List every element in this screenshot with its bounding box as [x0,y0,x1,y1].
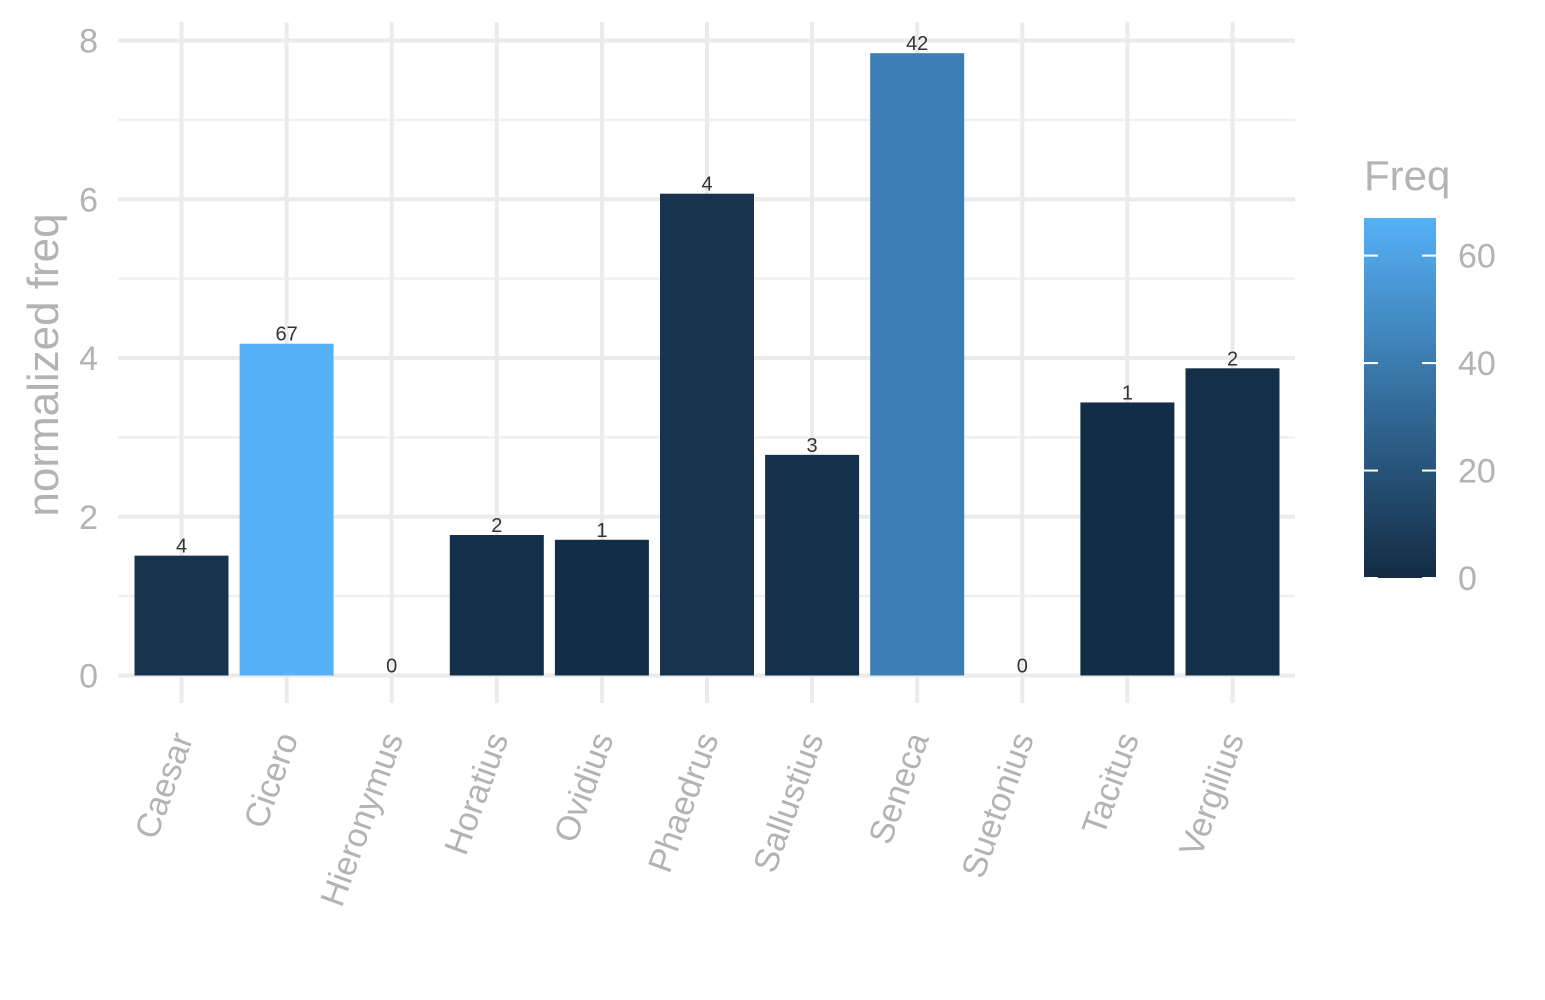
bar-cicero [239,343,334,676]
x-tick-label: Horatius [437,728,516,860]
bar-value-label: 3 [807,435,818,457]
bar-vergilius [1185,368,1280,676]
x-tick-label: Hieronymus [313,728,411,911]
legend-tick-label: 20 [1458,453,1496,491]
bar-horatius [449,535,544,676]
bar-caesar [134,555,229,676]
bar-value-label: 1 [596,520,607,542]
bar-value-label: 67 [275,324,297,346]
y-axis-ticks: 0 2 4 6 8 [79,23,98,696]
legend-colorbar [1364,218,1436,578]
x-tick-label: Tacitus [1075,728,1147,840]
legend: Freq 0 20 40 60 [1364,152,1496,598]
bar-sallustius [765,454,860,676]
x-tick-label: Sallustius [746,728,831,878]
bar-phaedrus [660,193,754,676]
x-tick-label: Vergilius [1172,728,1252,862]
y-tick-label: 8 [79,23,98,61]
bar-value-label: 0 [386,656,397,678]
legend-tick-label: 40 [1458,345,1496,383]
bar-value-label: 42 [906,33,928,55]
y-tick-label: 4 [79,340,98,378]
x-tick-label: Suetonius [954,728,1041,883]
bar-value-label: 2 [1227,348,1238,370]
x-tick-label: Phaedrus [641,728,726,878]
bar-value-label: 0 [1017,656,1028,678]
legend-tick-label: 0 [1458,560,1477,598]
legend-title: Freq [1364,152,1450,199]
bar-ovidius [554,539,649,676]
bar-value-label: 4 [701,174,712,196]
y-tick-label: 2 [79,499,98,537]
x-tick-label: Cicero [237,728,306,833]
legend-ticks: 0 20 40 60 [1364,238,1496,598]
y-axis-title: normalized freq [19,213,68,516]
bar-tacitus [1080,402,1175,676]
bar-value-label: 2 [491,515,502,537]
bars [134,53,1280,676]
bar-labels: 4 67 0 2 1 4 3 42 0 1 2 [176,33,1238,677]
legend-tick-label: 60 [1458,238,1496,276]
y-tick-label: 6 [79,181,98,219]
x-axis-ticks: Caesar Cicero Hieronymus Horatius Ovidius Pha… [128,728,1252,912]
x-tick-label: Caesar [128,728,201,844]
x-tick-label: Seneca [862,728,937,849]
y-tick-label: 0 [79,658,98,696]
bar-value-label: 1 [1122,382,1133,404]
bar-value-label: 4 [176,536,187,558]
x-tick-label: Ovidius [547,728,621,848]
bar-seneca [870,53,965,676]
